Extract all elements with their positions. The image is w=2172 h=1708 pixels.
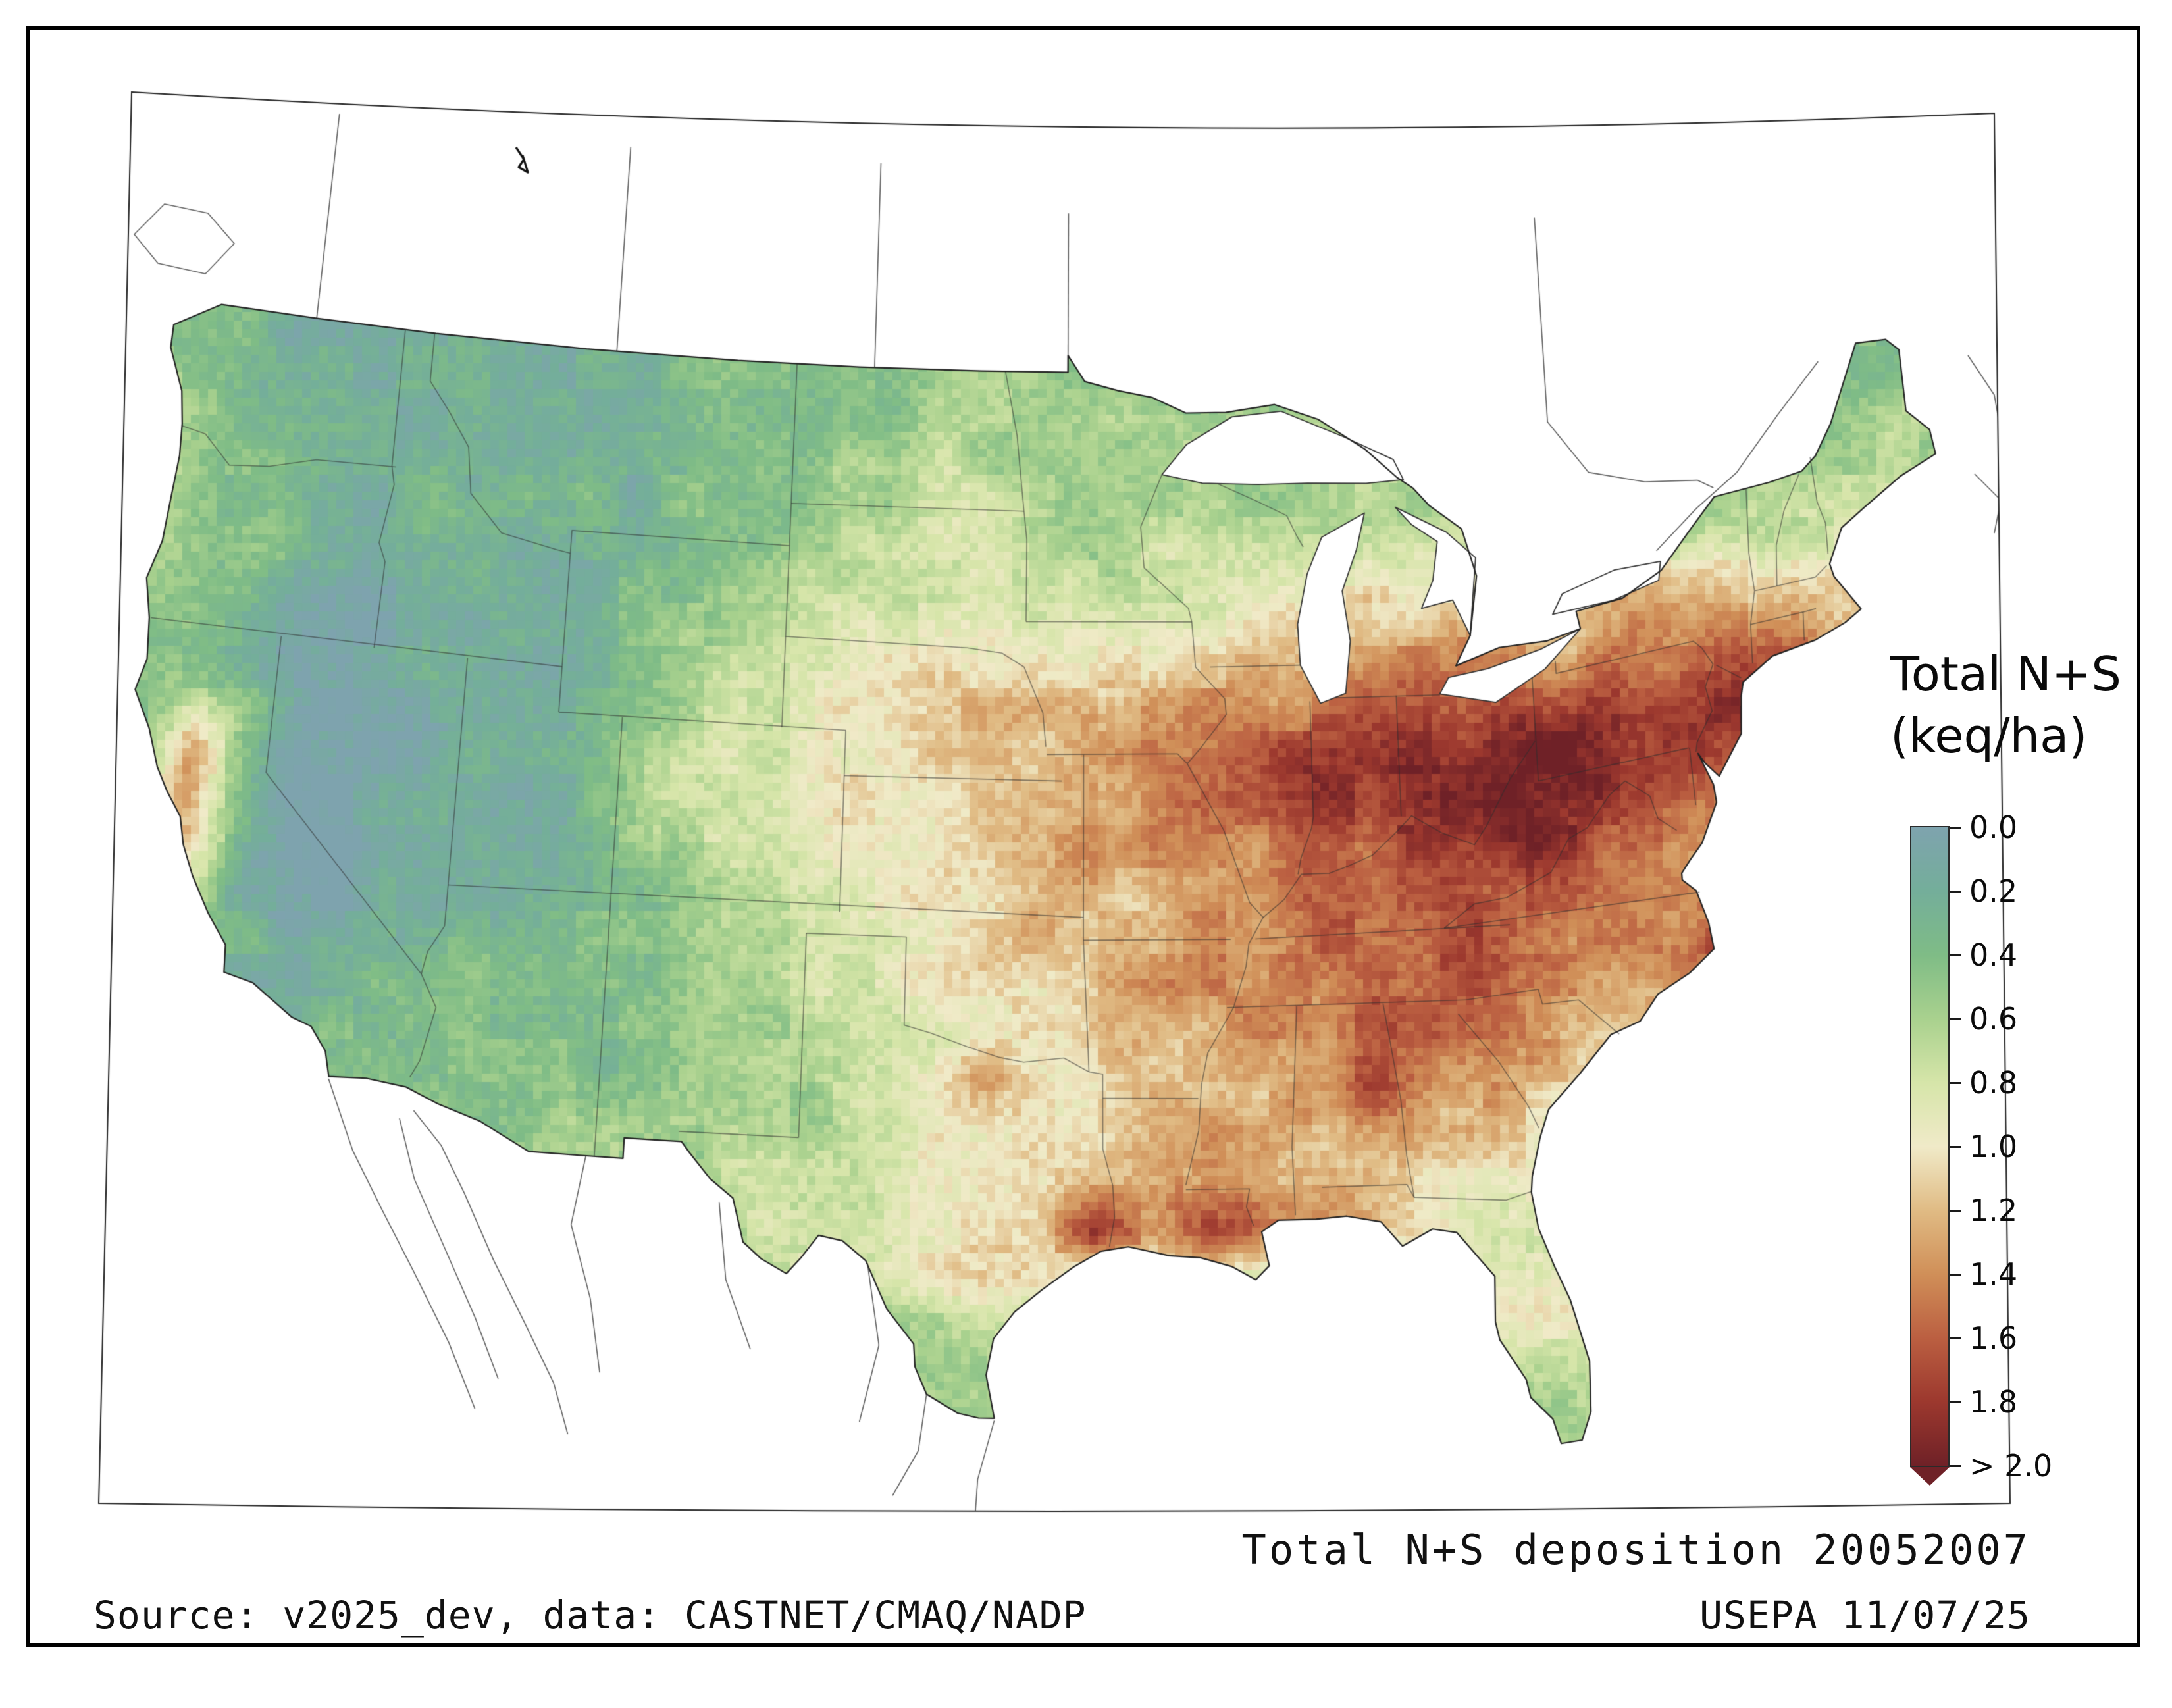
colorbar-tick-label: 0.2 — [1969, 873, 2018, 909]
colorbar-tick-label: 1.8 — [1969, 1384, 2018, 1420]
colorbar-tick-mark — [1950, 1465, 1961, 1467]
colorbar-tick-label: 1.4 — [1969, 1256, 2018, 1292]
us-deposition-map — [92, 79, 2014, 1514]
colorbar-legend: Total N+S (keq/ha) 0.0 0.2 0.4 0.6 0.8 1.0 1.2… — [1881, 642, 2171, 1708]
colorbar-tick-label: 1.0 — [1969, 1129, 2018, 1164]
colorbar-tick-mark — [1950, 1082, 1961, 1084]
map-caption: Total N+S deposition 20052007 — [1241, 1526, 2030, 1574]
colorbar-tick-mark — [1950, 1018, 1961, 1020]
colorbar-tick-mark — [1950, 1274, 1961, 1276]
source-note: Source: v2025_dev, data: CASTNET/CMAQ/NA… — [93, 1593, 1087, 1638]
colorbar-tick-mark — [1950, 1210, 1961, 1212]
colorbar-tick-label: 0.6 — [1969, 1001, 2018, 1037]
colorbar-tick-label: > 2.0 — [1969, 1448, 2053, 1484]
colorbar-tick-mark — [1950, 891, 1961, 893]
legend-title-line1: Total N+S — [1890, 646, 2121, 702]
colorbar-tick-label: 0.0 — [1969, 810, 2018, 845]
colorbar-tick-mark — [1950, 1401, 1961, 1403]
colorbar-tick-label: 0.4 — [1969, 937, 2018, 973]
colorbar-tick-label: 1.2 — [1969, 1193, 2018, 1228]
colorbar-tick-mark — [1950, 954, 1961, 956]
colorbar-gradient — [1910, 826, 1950, 1467]
colorbar-tick-label: 1.6 — [1969, 1320, 2018, 1356]
colorbar-tick-mark — [1950, 1146, 1961, 1148]
colorbar-tick-mark — [1950, 827, 1961, 829]
figure-border — [26, 26, 2140, 1647]
colorbar-extend-arrow — [1910, 1467, 1950, 1486]
agency-note: USEPA 11/07/25 — [1699, 1593, 2030, 1638]
colorbar-tick-mark — [1950, 1337, 1961, 1339]
colorbar-tick-label: 0.8 — [1969, 1065, 2018, 1100]
legend-title-line2: (keq/ha) — [1890, 708, 2088, 763]
